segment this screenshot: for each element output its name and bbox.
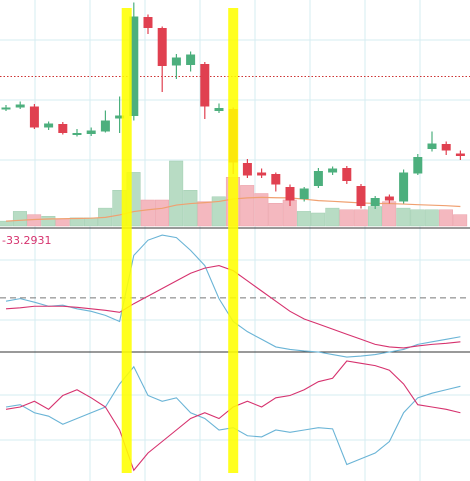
candle-body: [72, 133, 82, 135]
oscillator-value-label: -33.2931: [2, 234, 51, 247]
volume-bar: [367, 206, 382, 227]
volume-bar: [140, 199, 155, 227]
candle-body: [15, 104, 25, 108]
volume-bars: [0, 76, 470, 227]
volume-bar: [55, 219, 70, 227]
volume-bar: [438, 209, 453, 227]
highlight-bar: [121, 8, 132, 473]
volume-bar: [353, 209, 368, 227]
candle-body: [313, 171, 323, 186]
volume-bar: [211, 196, 226, 227]
highlight-bar: [228, 8, 239, 473]
candle-body: [441, 144, 451, 151]
volume-bar: [240, 185, 255, 227]
volume-bar: [41, 216, 56, 227]
candle-body: [129, 16, 139, 116]
candle-body: [200, 64, 210, 107]
candle-body: [115, 115, 125, 119]
volume-bar: [0, 220, 13, 227]
volume-bar: [325, 207, 340, 227]
volume-bar: [268, 203, 283, 227]
volume-bar: [339, 209, 354, 227]
candle-body: [58, 124, 68, 133]
candle-body: [242, 163, 252, 176]
volume-bar: [382, 201, 397, 227]
volume-bar: [183, 190, 198, 227]
candle-body: [342, 168, 352, 181]
volume-bar: [154, 199, 169, 227]
candle-body: [157, 28, 167, 66]
candle-body: [370, 198, 380, 206]
candlesticks: [1, 2, 465, 209]
candle-body: [455, 153, 465, 156]
candle-body: [285, 187, 295, 201]
candle-body: [100, 120, 110, 132]
volume-bar: [169, 160, 184, 227]
candle-body: [29, 106, 39, 128]
candle-body: [399, 172, 409, 202]
volume-bar: [296, 211, 311, 227]
candle-body: [86, 130, 96, 134]
candle-body: [257, 172, 267, 176]
volume-bar: [453, 214, 468, 227]
volume-bar: [311, 212, 326, 227]
candle-body: [413, 157, 423, 174]
volume-bar: [12, 211, 27, 227]
candle-body: [1, 107, 11, 110]
candle-body: [328, 168, 338, 173]
candle-body: [186, 54, 196, 65]
highlight-bars: [121, 8, 239, 473]
candle-body: [299, 188, 309, 199]
candle-body: [143, 17, 153, 28]
candle-body: [271, 174, 281, 185]
volume-bar: [69, 217, 84, 227]
volume-bar: [83, 217, 98, 227]
candle-body: [356, 186, 366, 206]
volume-bar: [197, 201, 212, 227]
volume-bar: [410, 209, 425, 227]
volume-bar: [254, 193, 269, 227]
candle-body: [171, 57, 181, 66]
candle-body: [214, 108, 224, 111]
candle-body: [427, 143, 437, 149]
candle-body: [44, 123, 54, 128]
volume-bar: [424, 209, 439, 227]
candle-body: [384, 196, 394, 201]
volume-bar: [396, 207, 411, 227]
